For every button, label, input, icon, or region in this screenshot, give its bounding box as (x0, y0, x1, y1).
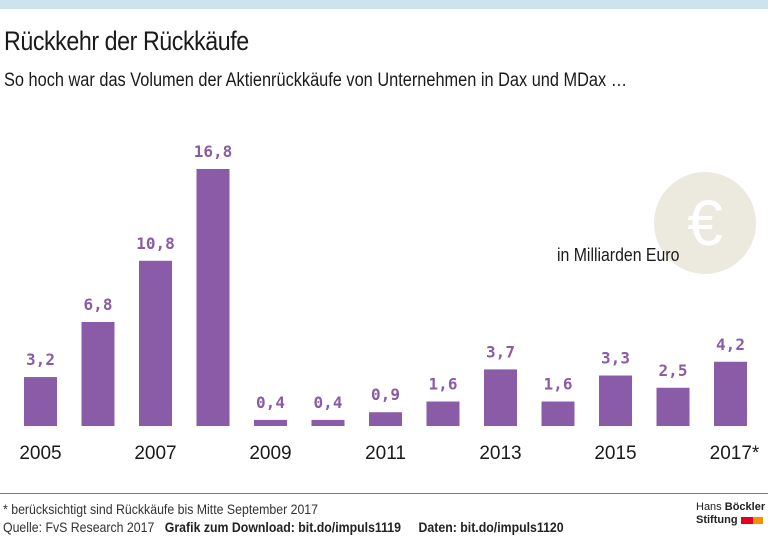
x-tick-label: 2015 (594, 443, 636, 464)
data-link[interactable]: Daten: bit.do/impuls1120 (418, 519, 564, 535)
logo-orange-mark (752, 516, 763, 524)
bar-2008 (196, 169, 230, 426)
source-text: Quelle: FvS Research 2017 (3, 519, 155, 535)
logo-text-hans: Hans (696, 501, 725, 513)
bar-2016 (656, 387, 690, 426)
value-label: 6,8 (84, 295, 113, 314)
value-label: 0,4 (256, 393, 285, 412)
bar-2014 (541, 401, 575, 426)
value-label: 2,5 (659, 361, 688, 380)
bar-2011 (369, 412, 402, 426)
logo-text-boeckler: Böckler (724, 501, 766, 513)
bar-2007 (139, 260, 172, 426)
x-tick-label: 2009 (249, 443, 291, 464)
x-tick-label: 2017* (710, 443, 760, 464)
bar-2015 (599, 375, 632, 426)
bar-2017* (714, 361, 747, 426)
hans-boeckler-logo: Hans Böckler Stiftung (696, 501, 765, 527)
value-label: 4,2 (716, 335, 745, 354)
bar-2013 (484, 369, 517, 426)
footer-divider (0, 493, 768, 494)
download-link[interactable]: Grafik zum Download: bit.do/impuls1119 (164, 519, 401, 535)
bar-2012 (426, 401, 460, 426)
euro-icon: € (687, 187, 723, 259)
euro-coin-icon: € (654, 172, 756, 274)
value-label: 10,8 (136, 234, 175, 253)
value-label: 3,7 (486, 342, 515, 361)
x-tick-label: 2005 (19, 443, 61, 464)
value-label: 3,3 (601, 349, 630, 368)
bar-2005 (24, 377, 57, 426)
bar-chart: 3,2 6,8 10,8 16,8 0,4 0,4 0,9 1,6 3,7 1,6 3,3 2,5 4,… (19, 142, 760, 464)
logo-red-mark (740, 516, 753, 524)
x-tick-label: 2011 (365, 443, 406, 464)
footnote: * berücksichtigt sind Rückkäufe bis Mitt… (3, 501, 319, 517)
chart-subtitle: So hoch war das Volumen der Aktienrückkä… (4, 70, 628, 91)
value-label: 0,9 (371, 385, 400, 404)
bar-2009 (254, 419, 287, 426)
x-tick-label: 2013 (479, 443, 521, 464)
top-accent-bar (0, 0, 768, 9)
bar-2006 (81, 321, 115, 426)
value-label: 16,8 (194, 142, 233, 161)
value-label: 3,2 (26, 350, 55, 369)
unit-label: in Milliarden Euro (557, 245, 680, 265)
source-line: Quelle: FvS Research 2017 Grafik zum Dow… (3, 519, 564, 535)
value-label: 1,6 (429, 375, 458, 394)
value-label: 0,4 (314, 393, 343, 412)
bar-2010 (311, 419, 345, 426)
x-tick-label: 2007 (134, 443, 176, 464)
value-label: 1,6 (544, 375, 573, 394)
logo-text-stiftung: Stiftung (696, 514, 738, 526)
chart-title: Rückkehr der Rückkäufe (4, 26, 249, 56)
